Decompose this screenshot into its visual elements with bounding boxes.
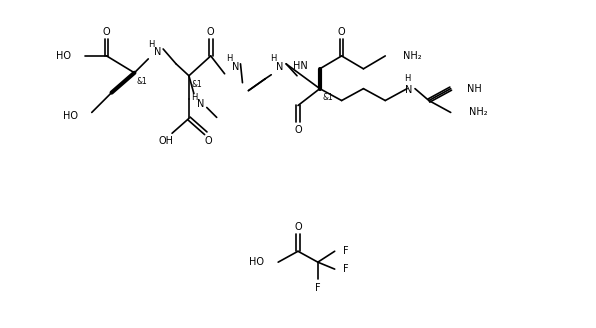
Text: O: O	[207, 27, 215, 37]
Text: HN: HN	[293, 61, 308, 71]
Text: H: H	[148, 40, 154, 49]
Text: N: N	[197, 98, 204, 109]
Text: F: F	[315, 283, 321, 293]
Text: N: N	[232, 62, 239, 72]
Text: HO: HO	[63, 112, 78, 121]
Text: HO: HO	[249, 257, 264, 267]
Text: N: N	[277, 62, 284, 72]
Text: O: O	[294, 125, 302, 135]
Text: O: O	[338, 27, 346, 37]
Text: NH₂: NH₂	[468, 108, 487, 117]
Text: H: H	[404, 74, 410, 83]
Text: OH: OH	[159, 136, 173, 146]
Text: NH₂: NH₂	[403, 51, 422, 61]
Text: &1: &1	[191, 80, 202, 89]
Text: &1: &1	[322, 93, 333, 102]
Text: O: O	[103, 27, 110, 37]
Text: N: N	[405, 85, 413, 95]
Text: H: H	[226, 54, 233, 63]
Text: F: F	[343, 246, 348, 256]
Text: NH: NH	[467, 84, 482, 93]
Text: H: H	[270, 54, 277, 63]
Text: &1: &1	[137, 77, 148, 86]
Text: O: O	[205, 136, 213, 146]
Text: N: N	[154, 47, 161, 57]
Text: O: O	[294, 222, 302, 233]
Text: HO: HO	[56, 51, 71, 61]
Text: H: H	[191, 93, 197, 102]
Text: F: F	[343, 264, 348, 274]
